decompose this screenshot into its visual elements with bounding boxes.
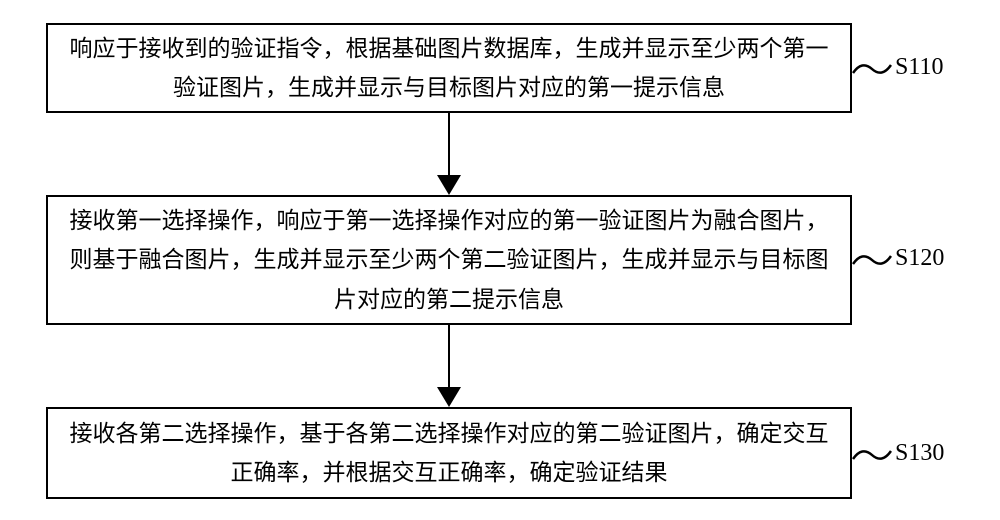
step-text: 接收各第二选择操作，基于各第二选择操作对应的第二验证图片，确定交互正确率，并根据… [68, 414, 830, 492]
arrow-head [437, 387, 461, 407]
step-text: 响应于接收到的验证指令，根据基础图片数据库，生成并显示至少两个第一验证图片，生成… [68, 29, 830, 107]
step-box-s110: 响应于接收到的验证指令，根据基础图片数据库，生成并显示至少两个第一验证图片，生成… [46, 23, 852, 113]
step-label-text: S130 [895, 440, 944, 466]
step-label-text: S120 [895, 245, 944, 271]
arrow-shaft [448, 325, 450, 387]
arrow-shaft [448, 113, 450, 175]
connector-tilde-s120 [852, 249, 892, 271]
step-label-s120: S120 [895, 245, 944, 272]
step-label-s130: S130 [895, 440, 944, 467]
step-box-s120: 接收第一选择操作，响应于第一选择操作对应的第一验证图片为融合图片，则基于融合图片… [46, 195, 852, 325]
flowchart-canvas: 响应于接收到的验证指令，根据基础图片数据库，生成并显示至少两个第一验证图片，生成… [0, 0, 1000, 520]
connector-tilde-s130 [852, 444, 892, 466]
arrow-head [437, 175, 461, 195]
step-label-s110: S110 [895, 54, 943, 81]
connector-tilde-s110 [852, 58, 892, 80]
step-text: 接收第一选择操作，响应于第一选择操作对应的第一验证图片为融合图片，则基于融合图片… [68, 201, 830, 318]
arrow-s120-to-s130 [437, 325, 461, 407]
arrow-s110-to-s120 [437, 113, 461, 195]
step-box-s130: 接收各第二选择操作，基于各第二选择操作对应的第二验证图片，确定交互正确率，并根据… [46, 407, 852, 499]
step-label-text: S110 [895, 54, 943, 80]
